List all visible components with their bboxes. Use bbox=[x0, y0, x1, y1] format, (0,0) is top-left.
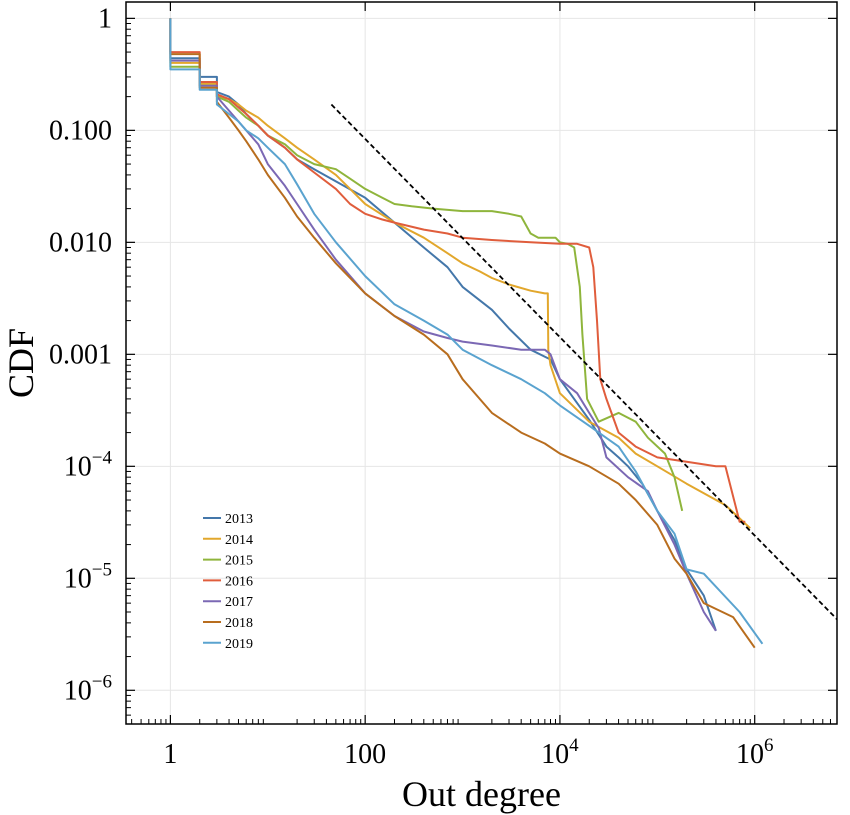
y-tick-label: 10−6 bbox=[64, 671, 112, 706]
series-line-2013 bbox=[169, 18, 717, 632]
x-axis-title: Out degree bbox=[402, 774, 561, 814]
legend-label-2015: 2015 bbox=[225, 554, 253, 569]
series-line-2017 bbox=[169, 18, 717, 632]
x-tick-label: 106 bbox=[736, 735, 774, 770]
legend-label-2014: 2014 bbox=[225, 533, 253, 548]
legend-label-2019: 2019 bbox=[225, 637, 253, 652]
ticks: 1 100 104 106 1 0.100 0.010 0.001 10−4 10−5 10−6 bbox=[49, 2, 838, 770]
y-tick-label: 1 bbox=[98, 3, 112, 34]
y-tick-label: 0.001 bbox=[49, 339, 112, 370]
series-line-2015 bbox=[169, 18, 684, 512]
grid bbox=[126, 2, 837, 724]
y-tick-label: 10−5 bbox=[64, 559, 112, 594]
legend-label-2013: 2013 bbox=[225, 512, 253, 527]
x-tick-label: 100 bbox=[344, 739, 386, 770]
reference-line-layer bbox=[330, 103, 837, 621]
legend-label-2017: 2017 bbox=[225, 595, 253, 610]
series-line-2019 bbox=[169, 18, 764, 645]
x-tick-label: 1 bbox=[163, 739, 177, 770]
legend-label-2016: 2016 bbox=[225, 574, 253, 589]
y-tick-label: 0.010 bbox=[49, 227, 112, 258]
legend: 2013 2014 2015 2016 2017 2018 2019 bbox=[203, 512, 253, 652]
plot-frame bbox=[125, 1, 838, 725]
series-lines bbox=[169, 18, 764, 649]
series-line-2016 bbox=[169, 18, 746, 523]
y-tick-label: 10−4 bbox=[64, 447, 113, 482]
x-tick-label: 104 bbox=[541, 735, 579, 770]
series-line-2018 bbox=[169, 18, 756, 649]
y-axis-title: CDF bbox=[1, 328, 41, 398]
power-law-reference-line bbox=[330, 103, 837, 621]
y-tick-label: 0.100 bbox=[49, 115, 112, 146]
legend-label-2018: 2018 bbox=[225, 616, 253, 631]
